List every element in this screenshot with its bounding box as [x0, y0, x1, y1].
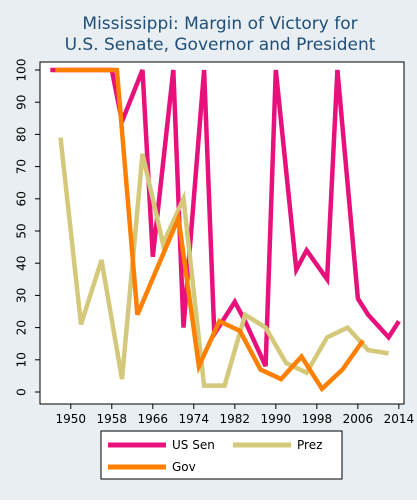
- series-line-us-sen: [50, 67, 401, 368]
- y-tick-label: 40: [15, 256, 29, 271]
- series-line-prez: [58, 137, 389, 388]
- plot-area: [39, 61, 405, 405]
- x-tick-label: 1958: [97, 412, 128, 426]
- x-tick-label: 2014: [384, 412, 415, 426]
- y-tick-label: 90: [15, 95, 29, 110]
- legend-label-us-sen: US Sen: [172, 438, 215, 452]
- y-tick-label: 80: [15, 127, 29, 142]
- y-tick-label: 100: [15, 59, 29, 82]
- legend-label-prez: Prez: [297, 438, 322, 452]
- series-line-gov: [55, 67, 365, 393]
- y-tick-label: 30: [15, 288, 29, 303]
- x-tick-label: 1982: [220, 412, 251, 426]
- y-tick-label: 10: [15, 352, 29, 367]
- legend: US Sen Prez Gov: [100, 430, 343, 480]
- x-tick-label: 1990: [261, 412, 292, 426]
- y-tick-label: 0: [15, 388, 29, 396]
- x-tick-label: 1974: [179, 412, 210, 426]
- chart-title-line: U.S. Senate, Governor and President: [65, 35, 376, 55]
- chart-title-line: Mississippi: Margin of Victory for: [82, 14, 357, 34]
- y-tick-label: 70: [15, 159, 29, 174]
- y-tick-label: 50: [15, 223, 29, 238]
- y-tick-label: 20: [15, 320, 29, 335]
- y-tick-label: 60: [15, 191, 29, 206]
- legend-label-gov: Gov: [172, 460, 196, 474]
- x-tick-label: 1966: [138, 412, 169, 426]
- legend-box: [100, 430, 343, 480]
- x-tick-label: 1950: [55, 412, 86, 426]
- x-tick-label: 1998: [302, 412, 333, 426]
- x-tick-label: 2006: [343, 412, 374, 426]
